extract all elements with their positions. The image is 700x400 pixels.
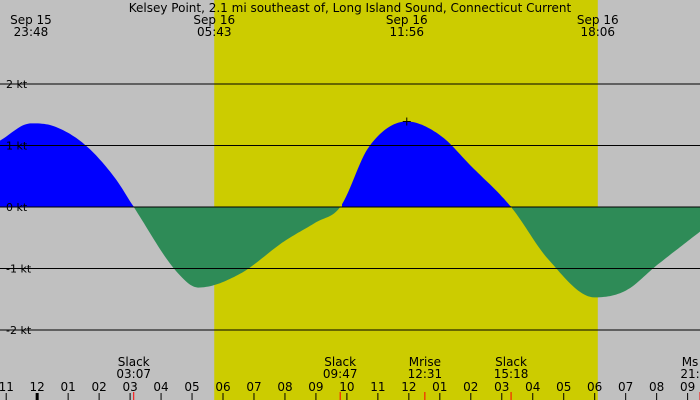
- peak-markers: [402, 117, 411, 126]
- x-tick-label-1: 12: [30, 380, 45, 394]
- event-label-1: Slack: [324, 355, 356, 369]
- x-tick-label-4: 03: [122, 380, 137, 394]
- x-tick-label-15: 02: [463, 380, 478, 394]
- top-label-date-0: Sep 15: [10, 13, 52, 27]
- x-tick-label-13: 12: [401, 380, 416, 394]
- event-time-0: 03:07: [116, 367, 151, 381]
- flood-area-0: [0, 123, 134, 207]
- x-tick-label-22: 09: [680, 380, 695, 394]
- x-tick-label-11: 10: [339, 380, 354, 394]
- event-time-1: 09:47: [323, 367, 358, 381]
- y-label-3: -1 kt: [6, 263, 32, 276]
- x-tick-label-18: 05: [556, 380, 571, 394]
- x-tick-label-12: 11: [370, 380, 385, 394]
- event-time-3: 15:18: [494, 367, 529, 381]
- y-label-2: 0 kt: [6, 201, 28, 214]
- x-tick-label-21: 08: [649, 380, 664, 394]
- event-label-4: Ms: [682, 355, 699, 369]
- x-tick-label-19: 06: [587, 380, 602, 394]
- x-tick-label-0: 11: [0, 380, 14, 394]
- flood-area-2: [342, 121, 512, 207]
- x-tick-label-10: 09: [308, 380, 323, 394]
- chart-title: Kelsey Point, 2.1 mi southeast of, Long …: [129, 1, 572, 15]
- x-tick-label-3: 02: [91, 380, 106, 394]
- x-tick-label-5: 04: [153, 380, 168, 394]
- event-label-3: Slack: [495, 355, 527, 369]
- current-areas: [0, 121, 700, 298]
- x-tick-label-14: 01: [432, 380, 447, 394]
- x-tick-label-2: 01: [61, 380, 76, 394]
- x-tick-label-7: 06: [215, 380, 230, 394]
- event-label-0: Slack: [118, 355, 150, 369]
- y-label-4: -2 kt: [6, 324, 32, 337]
- ebb-area-3: [512, 207, 700, 298]
- top-label-date-1: Sep 16: [193, 13, 235, 27]
- x-tick-label-16: 03: [494, 380, 509, 394]
- x-tick-label-20: 07: [618, 380, 633, 394]
- event-time-2: 12:31: [408, 367, 443, 381]
- gridlines: [0, 83, 700, 331]
- top-label-date-2: Sep 16: [386, 13, 428, 27]
- x-tick-label-9: 08: [277, 380, 292, 394]
- event-labels: Slack03:07Slack09:47Mrise12:31Slack15:18…: [116, 355, 700, 400]
- y-label-0: 2 kt: [6, 78, 28, 91]
- top-label-date-3: Sep 16: [577, 13, 619, 27]
- y-axis-labels: 2 kt 1 kt 0 kt -1 kt -2 kt: [6, 78, 32, 337]
- x-tick-label-8: 07: [246, 380, 261, 394]
- y-label-1: 1 kt: [6, 140, 28, 153]
- top-label-time-2: 11:56: [389, 25, 424, 39]
- ebb-area-1: [134, 207, 342, 288]
- event-label-2: Mrise: [409, 355, 441, 369]
- top-label-time-1: 05:43: [197, 25, 232, 39]
- x-tick-label-17: 04: [525, 380, 540, 394]
- event-time-4: 21:: [680, 367, 699, 381]
- top-label-time-0: 23:48: [14, 25, 49, 39]
- x-tick-label-6: 05: [184, 380, 199, 394]
- x-axis-ticks: 11 12 01 02 03 04 05 06 07 08 09 10 11 12 01 02 03 04 05 06…: [0, 380, 695, 400]
- top-label-time-3: 18:06: [580, 25, 615, 39]
